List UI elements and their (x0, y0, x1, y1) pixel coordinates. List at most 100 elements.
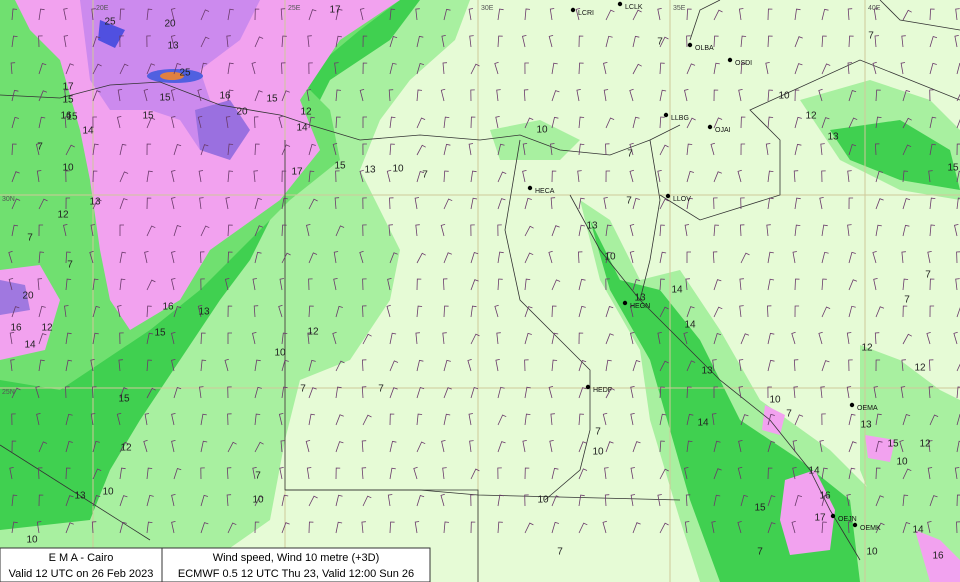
wind-barb (11, 198, 21, 210)
wind-barb (659, 224, 665, 237)
contour-label: 16 (219, 91, 231, 102)
wind-barb (308, 9, 317, 21)
wind-barb (497, 278, 503, 291)
wind-barb (227, 386, 232, 399)
wind-barb (362, 62, 368, 75)
wind-barb (440, 88, 446, 102)
contour-label: 14 (82, 126, 94, 137)
wind-barb (38, 116, 46, 129)
wind-barb (92, 170, 98, 183)
wind-barb (737, 521, 742, 534)
wind-barb (251, 61, 256, 75)
contour-label: 14 (912, 525, 924, 536)
wind-barb (334, 62, 339, 75)
wind-barb (604, 494, 610, 507)
wind-barb (872, 61, 877, 75)
wind-barb (279, 278, 284, 291)
wind-barb (117, 305, 122, 318)
wind-barb (821, 494, 829, 507)
wind-barb (794, 414, 804, 426)
wind-barb (767, 359, 775, 372)
wind-barb (281, 386, 288, 399)
wind-barb (578, 359, 587, 372)
wind-barb (740, 252, 750, 264)
contour-label: 15 (118, 394, 130, 405)
wind-barb (551, 467, 559, 480)
wind-barb (470, 170, 477, 183)
wind-barb (605, 143, 610, 156)
contour-label: 7 (378, 384, 384, 395)
wind-barb (524, 252, 534, 264)
station-label: HECA (535, 188, 555, 195)
wind-barb (794, 63, 803, 75)
wind-barb (956, 170, 960, 183)
wind-barb (578, 197, 585, 210)
wind-barb (738, 359, 744, 372)
wind-barb (389, 197, 394, 210)
wind-barb (470, 521, 476, 534)
wind-barb (227, 62, 234, 75)
wind-barb (63, 35, 69, 48)
wind-barb (603, 89, 609, 102)
wind-barb (144, 413, 150, 426)
wind-barb (902, 9, 912, 21)
wind-barb (821, 8, 829, 21)
wind-barb (389, 521, 395, 534)
wind-barb (793, 170, 799, 183)
wind-barb (632, 35, 640, 48)
wind-barb (605, 9, 615, 21)
wind-barb (848, 413, 856, 426)
wind-barb (146, 170, 153, 183)
wind-barb (65, 522, 74, 534)
wind-barb (954, 467, 960, 480)
wind-barb (576, 89, 581, 102)
wind-barb (659, 522, 669, 534)
wind-barb (578, 62, 584, 75)
wind-barb (548, 386, 554, 399)
wind-barb (306, 467, 312, 480)
contour-label: 7 (904, 295, 910, 306)
wind-barb (632, 278, 641, 291)
wind-barb (549, 440, 554, 453)
wind-barb (146, 197, 152, 210)
wind-barb (281, 359, 289, 372)
wind-barb (713, 386, 718, 398)
wind-barb (200, 440, 208, 453)
wind-barb (522, 143, 528, 156)
wind-barb (497, 8, 504, 21)
wind-barb (956, 251, 960, 264)
wind-barb (362, 305, 367, 318)
wind-barb (36, 521, 42, 534)
wind-barb (713, 62, 720, 75)
wind-barb (38, 8, 45, 21)
wind-barb (659, 198, 669, 210)
wind-barb (389, 332, 397, 345)
wind-barb (873, 386, 878, 399)
wind-barb (143, 439, 148, 453)
contour-label: 14 (697, 418, 709, 429)
station-dot (852, 522, 858, 528)
wind-barb (551, 279, 561, 291)
wind-barb (686, 143, 693, 156)
wind-barb (361, 521, 366, 534)
wind-barb (119, 521, 127, 534)
contour-label: 10 (592, 447, 604, 458)
wind-barb (578, 116, 585, 129)
wind-barb (414, 197, 420, 210)
wind-barb (630, 413, 635, 426)
wind-barb (902, 90, 911, 102)
contour-label: 7 (868, 31, 874, 42)
wind-barb (171, 521, 176, 534)
wind-barb (659, 36, 669, 48)
wind-barb (254, 413, 261, 426)
wind-barb (200, 522, 209, 534)
wind-barb (794, 89, 800, 102)
wind-barb (875, 116, 882, 129)
wind-barb (847, 224, 852, 237)
wind-barb (956, 93, 960, 102)
wind-barb (362, 143, 367, 156)
wind-barb (416, 117, 426, 129)
wind-barb (253, 305, 259, 318)
wind-barb (551, 116, 559, 129)
